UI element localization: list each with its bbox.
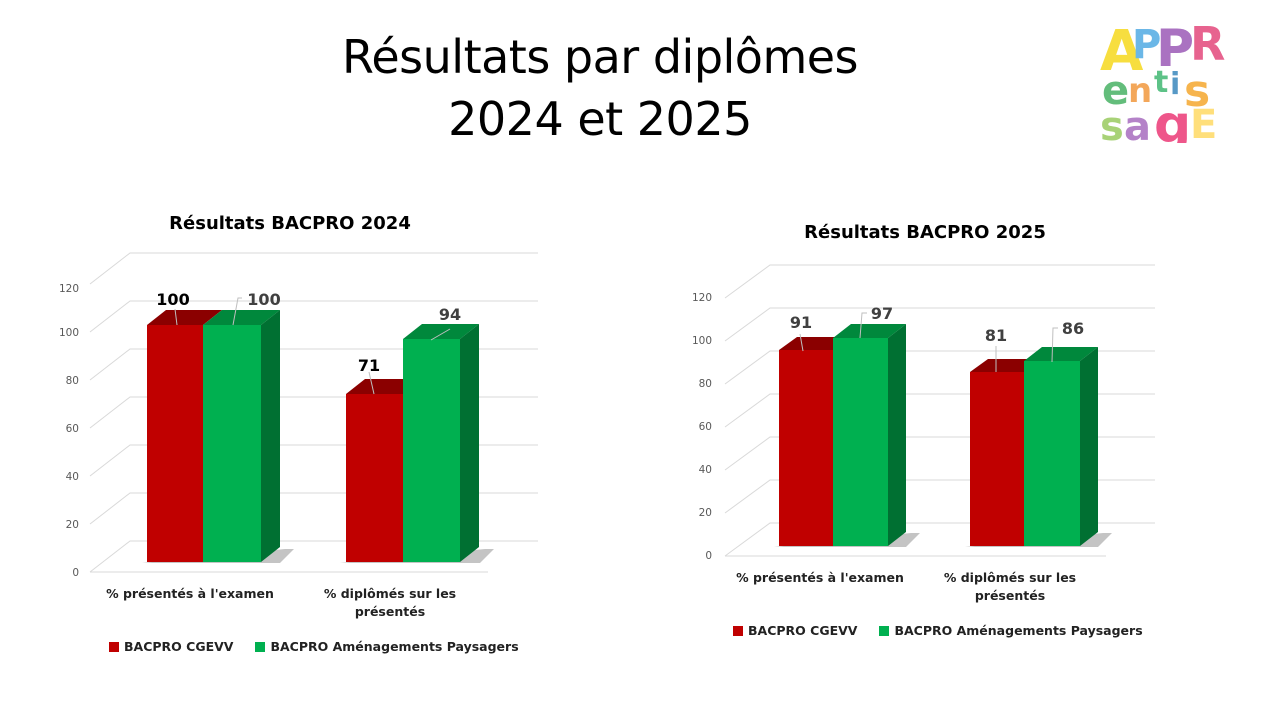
chart-2024-category-presentes: % présentés à l'examen [106,586,274,601]
chart-2025-label-paysagers-presentes: 97 [871,304,893,323]
svg-text:100: 100 [59,327,79,339]
legend-swatch-red-icon [733,625,743,636]
chart-2024-label-paysagers-diplomes: 94 [439,305,461,324]
chart-2024-bar-paysagers-presentes [203,310,280,562]
legend-swatch-green-icon [879,625,890,636]
chart-2025-legend: BACPRO CGEVV BACPRO Aménagements Paysage… [733,623,1143,638]
svg-text:P: P [1132,22,1161,68]
svg-text:0: 0 [705,550,712,562]
svg-text:80: 80 [699,378,712,390]
chart-2024-y-axis-labels: 0 20 40 60 80 100 120 [59,283,79,579]
legend-item-cgevv: BACPRO CGEVV [733,623,857,638]
svg-text:80: 80 [66,375,79,387]
legend-item-cgevv: BACPRO CGEVV [109,639,233,654]
svg-text:40: 40 [699,464,712,476]
chart-2025-bar-paysagers-presentes [833,324,906,546]
svg-text:60: 60 [66,423,79,435]
chart-2024-bar-cgevv-presentes [147,310,222,562]
chart-2025-label-cgevv-diplomes: 81 [985,326,1007,345]
svg-text:20: 20 [699,507,712,519]
chart-2025-label-paysagers-diplomes: 86 [1062,319,1084,338]
chart-2025-label-cgevv-presentes: 91 [790,313,812,332]
svg-text:P: P [1156,19,1194,79]
svg-text:e: e [1102,68,1129,114]
svg-text:E: E [1190,102,1217,143]
svg-text:120: 120 [59,283,79,295]
svg-text:0: 0 [72,567,79,579]
chart-2025-y-axis-labels: 0 20 40 60 80 100 120 [692,292,712,562]
svg-text:s: s [1184,66,1210,117]
svg-text:100: 100 [692,335,712,347]
legend-swatch-green-icon [255,641,266,652]
chart-2024-plot: 0 20 40 60 80 100 120 100 100 71 [59,252,538,579]
svg-text:120: 120 [692,292,712,304]
slide-title-line-2: 2024 et 2025 [448,92,752,146]
chart-2025-bar-cgevv-diplomes [970,359,1042,546]
chart-2024-legend: BACPRO CGEVV BACPRO Aménagements Paysage… [109,639,519,654]
svg-text:20: 20 [66,519,79,531]
chart-2024-label-cgevv-diplomes: 71 [358,356,380,375]
chart-2024-label-paysagers-presentes: 100 [247,290,280,309]
chart-2024-label-cgevv-presentes: 100 [156,290,189,309]
chart-2025-title: Résultats BACPRO 2025 [804,222,1046,243]
legend-swatch-red-icon [109,641,119,652]
chart-2024-category-diplomes: % diplômés sur les présentés [323,586,457,619]
svg-text:R: R [1190,18,1225,71]
legend-item-paysagers: BACPRO Aménagements Paysagers [879,623,1143,638]
svg-text:n: n [1128,71,1152,111]
legend-item-paysagers: BACPRO Aménagements Paysagers [255,639,519,654]
chart-2025-bar-paysagers-diplomes [1024,347,1098,546]
chart-2024-title: Résultats BACPRO 2024 [169,213,411,234]
svg-text:t: t [1154,65,1168,100]
chart-2024-bar-paysagers-diplomes [403,324,479,562]
svg-text:a: a [1124,104,1151,143]
svg-text:60: 60 [699,421,712,433]
svg-text:A: A [1100,19,1144,84]
chart-2025-plot: 0 20 40 60 80 100 120 91 97 81 [692,264,1155,562]
chart-2025-category-diplomes: % diplômés sur les présentés [943,570,1077,603]
svg-text:s: s [1100,104,1124,143]
apprentissage-logo-icon: A P P R e n t i s s a g E [1098,17,1233,155]
svg-text:i: i [1170,67,1180,102]
slide-title: Résultats par diplômes 2024 et 2025 [250,26,950,150]
slide-title-line-1: Résultats par diplômes [341,30,859,84]
svg-text:40: 40 [66,471,79,483]
chart-2025-category-presentes: % présentés à l'examen [736,570,904,585]
